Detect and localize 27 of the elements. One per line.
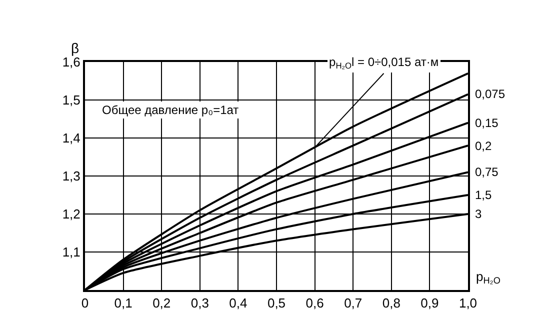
annotation: Общее давление p₀=1ат	[102, 103, 240, 117]
y-tick-label: 1,2	[62, 206, 80, 222]
series-label: p$_{H₂O}$l = 0÷0,015 ат·м	[329, 55, 439, 71]
y-tick-label: 1,6	[62, 54, 80, 70]
series-label: 0,75	[475, 165, 499, 179]
x-tick-label: 1,0	[458, 296, 478, 311]
series-label: 0,075	[475, 87, 506, 101]
y-tick-label: 1,3	[62, 168, 80, 184]
y-tick-label: 1,4	[62, 130, 80, 146]
series-label: 0,15	[475, 116, 499, 130]
x-tick-label: 0,2	[152, 296, 171, 311]
series-label: 3	[475, 207, 482, 221]
y-tick-label: 1,5	[62, 92, 80, 108]
x-tick-label: 0,6	[306, 296, 324, 311]
x-axis-title: p$_{H₂O}$	[476, 269, 500, 286]
y-tick-label: 1,1	[62, 244, 80, 260]
series-label: 0,2	[475, 139, 492, 153]
x-tick-label: 0,9	[420, 296, 439, 311]
x-tick-label: 0	[81, 296, 89, 311]
x-tick-label: 0,8	[382, 296, 400, 311]
series-label: 1,5	[475, 188, 492, 202]
x-tick-label: 0,3	[190, 296, 209, 311]
x-tick-label: 0,7	[344, 296, 362, 311]
x-tick-label: 0,5	[267, 296, 286, 311]
x-tick-label: 0,1	[114, 296, 132, 311]
y-axis-title: β	[71, 40, 80, 56]
x-tick-label: 0,4	[229, 296, 248, 311]
